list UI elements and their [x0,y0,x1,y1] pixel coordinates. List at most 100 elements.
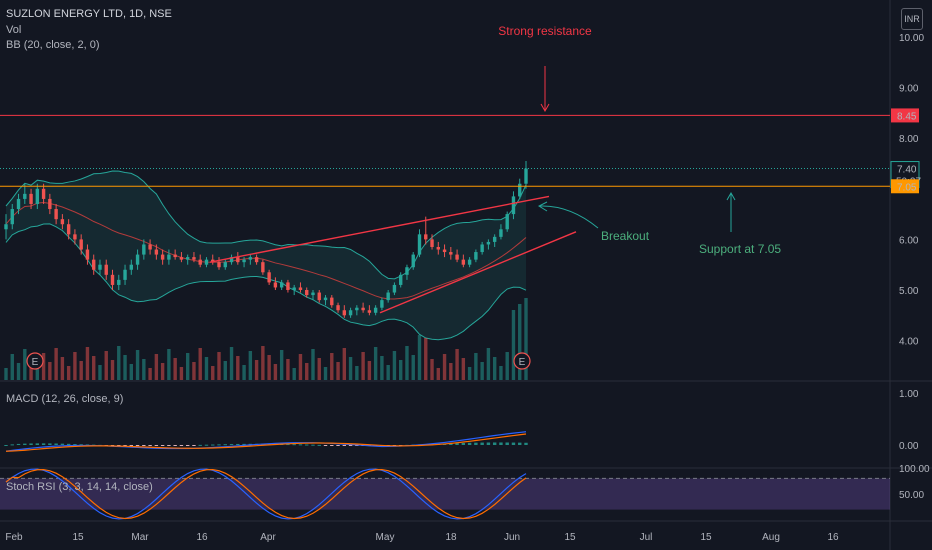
candle-body [142,244,146,255]
volume-bar [323,367,328,380]
volume-legend[interactable]: Vol [6,24,22,36]
volume-bar [73,352,77,380]
volume-bar [198,348,202,380]
candle-body [54,209,58,220]
candle-body [135,254,140,265]
candle-body [73,234,77,240]
candle-body [442,249,447,253]
candle-body [192,257,196,260]
price-marker-label: 7.40 [897,165,917,176]
stoch-rsi-legend[interactable]: Stoch RSI (3, 3, 14, 14, close) [6,481,153,493]
candle-body [373,307,378,313]
candle-body [60,219,65,225]
macd-histogram-bar [35,443,40,445]
time-tick-label: 15 [564,532,576,543]
volume-bar [154,354,159,380]
volume-bar [518,304,522,380]
macd-histogram-bar [54,443,58,445]
candle-body [204,259,209,265]
macd-histogram-bar [173,445,177,446]
volume-bar [41,353,46,380]
macd-histogram-bar [229,444,234,446]
candle-body [267,272,271,283]
candle-body [298,287,303,290]
volume-bar [286,359,290,380]
volume-bar [499,366,503,380]
macd-histogram-bar [198,444,202,446]
macd-histogram-bar [148,445,152,446]
time-tick-label: 16 [196,532,208,543]
volume-bar [436,368,440,380]
volume-bar [148,368,152,380]
candle-body [148,244,152,250]
macd-histogram-bar [311,444,315,446]
price-tick-label: 9.00 [899,84,919,95]
price-marker-label: 7.05 [897,182,917,193]
volume-bar [411,355,415,380]
macd-legend[interactable]: MACD (12, 26, close, 9) [6,393,124,405]
candle-body [455,254,459,260]
candle-body [286,282,290,290]
macd-histogram-bar [449,443,453,445]
macd-histogram-bar [455,443,459,445]
volume-bar [79,361,83,380]
volume-bar [455,349,459,380]
macd-histogram-bar [129,445,134,446]
candle-body [160,254,165,260]
volume-bar [342,348,347,380]
price-tick-label: 10.00 [899,33,924,44]
volume-bar [135,350,140,380]
volume-bar [474,353,478,380]
bollinger-legend[interactable]: BB (20, close, 2, 0) [6,39,100,51]
volume-bar [66,366,71,380]
candle-body [179,257,184,260]
macd-histogram-bar [305,444,309,446]
time-tick-label: Apr [260,532,276,543]
volume-bar [167,349,171,380]
macd-histogram-bar [29,443,33,445]
macd-histogram-bar [524,442,528,445]
candle-body [398,274,403,285]
candle-body [123,269,127,280]
strong-resistance-label: Strong resistance [498,24,592,38]
macd-histogram-bar [242,443,246,445]
macd-histogram-bar [73,444,77,446]
macd-histogram-bar [461,442,466,445]
macd-signal-line [5,433,527,452]
volume-bar [4,368,8,380]
macd-histogram-bar [348,445,353,446]
price-tick-label: 4.00 [899,337,919,348]
macd-histogram-bar [48,443,52,445]
candle-body [336,305,340,311]
volume-bar [511,310,516,380]
stoch-tick-label: 50.00 [899,490,924,501]
volume-bar [254,360,259,380]
volume-bar [480,362,484,380]
candle-body [185,257,190,260]
candle-body [480,244,484,253]
candle-body [173,254,177,258]
volume-bar [380,356,384,380]
earnings-marker-label: E [32,357,39,368]
candle-body [355,307,359,311]
volume-bar [417,335,422,380]
macd-histogram-bar [286,444,290,446]
volume-bar [311,349,315,380]
volume-bar [173,358,177,380]
symbol-legend[interactable]: SUZLON ENERGY LTD, 1D, NSE [6,8,172,20]
macd-histogram-bar [505,442,509,445]
candle-body [154,249,159,255]
volume-bar [449,363,453,380]
currency-badge[interactable]: INR [901,8,923,30]
volume-bar [29,358,33,380]
earnings-marker [26,352,44,370]
macd-histogram-bar [317,444,321,446]
upper-trendline [209,195,550,263]
macd-histogram-bar [123,445,127,446]
volume-bar [60,357,65,380]
macd-histogram-bar [117,445,121,446]
bollinger-basis-line [5,202,527,300]
volume-bar [223,361,227,380]
volume-bar [348,357,353,380]
